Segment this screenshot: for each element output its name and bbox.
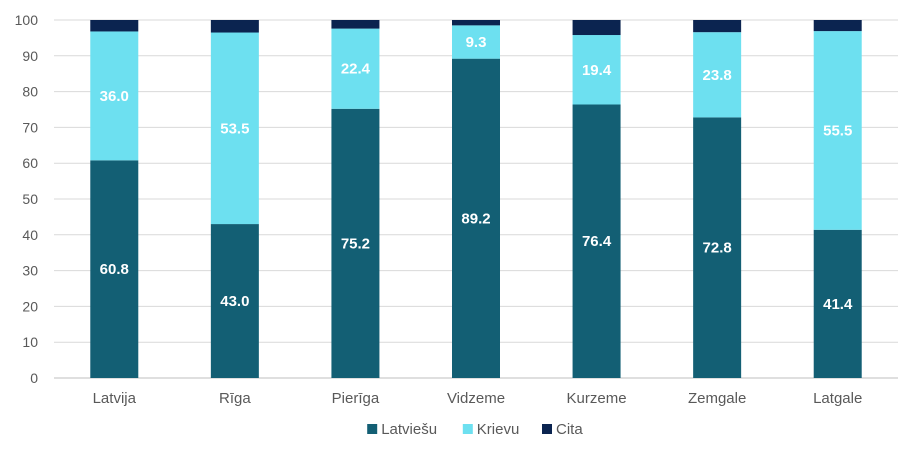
y-tick-label: 30 — [22, 263, 38, 279]
data-label: 76.4 — [582, 233, 612, 250]
y-axis: 0 10 20 30 40 50 60 70 80 90 100 — [15, 12, 39, 386]
bar-segment-krievu-latvija — [90, 31, 139, 161]
legend-label: Krievu — [477, 421, 520, 438]
y-tick-label: 0 — [30, 370, 38, 386]
data-label: 75.2 — [341, 235, 370, 252]
data-label: 9.3 — [466, 34, 487, 51]
data-label: 55.5 — [823, 122, 852, 139]
category-label: Vidzeme — [447, 390, 505, 407]
legend-swatch — [542, 424, 552, 434]
bar-segment-cita-latgale — [813, 20, 862, 32]
y-tick-label: 40 — [22, 227, 38, 243]
bar-segment-latviešu-zemgale — [693, 117, 742, 378]
bar-segment-cita-vidzeme — [452, 20, 500, 26]
data-label: 23.8 — [703, 67, 732, 84]
data-label: 36.0 — [100, 88, 129, 105]
bar-segment-latviešu-kurzeme — [572, 104, 621, 378]
data-label: 22.4 — [341, 61, 371, 78]
data-label: 53.5 — [220, 120, 249, 137]
data-label: 72.8 — [703, 240, 732, 257]
legend-item-krievu: Krievu — [462, 421, 520, 438]
category-label: Zemgale — [688, 390, 746, 407]
y-tick-label: 10 — [22, 334, 38, 350]
legend-label: Cita — [556, 421, 583, 438]
bar-segment-cita-pierīga — [331, 20, 380, 29]
bars: 60.8 36.0 43.0 53.5 75.2 22.4 89.2 9.3 76.4 19.4 7… — [90, 20, 862, 378]
bar-segment-krievu-latgale — [813, 31, 862, 230]
x-axis: Latvija Rīga Pierīga Vidzeme Kurzeme Zemgale L… — [93, 390, 863, 407]
legend-label: Latviešu — [381, 421, 437, 438]
bar-segment-krievu-pierīga — [331, 28, 380, 109]
bar-segment-latviešu-latgale — [813, 229, 862, 378]
data-label: 43.0 — [220, 293, 249, 310]
category-label: Kurzeme — [567, 390, 627, 407]
legend-swatch — [462, 424, 473, 434]
legend-item-cita: Cita — [542, 421, 583, 438]
bar-segment-latviešu-rīga — [210, 224, 259, 378]
bar-segment-latviešu-vidzeme — [452, 58, 500, 378]
category-label: Rīga — [219, 390, 251, 407]
y-tick-label: 100 — [15, 12, 39, 28]
y-tick-label: 20 — [22, 298, 38, 314]
legend: Latviešu Krievu Cita — [367, 421, 583, 438]
bar-segment-cita-kurzeme — [572, 20, 621, 36]
y-tick-label: 50 — [22, 191, 38, 207]
category-label: Latgale — [813, 390, 862, 407]
bar-segment-krievu-kurzeme — [572, 35, 621, 105]
category-label: Pierīga — [332, 390, 380, 407]
bar-segment-latviešu-latvija — [90, 160, 139, 378]
y-tick-label: 90 — [22, 48, 38, 64]
bar-segment-cita-zemgale — [693, 20, 742, 33]
y-tick-label: 70 — [22, 119, 38, 135]
bar-segment-latviešu-pierīga — [331, 108, 380, 378]
bar-segment-krievu-vidzeme — [452, 25, 500, 59]
y-tick-label: 80 — [22, 84, 38, 100]
bar-segment-cita-latvija — [90, 20, 139, 32]
data-label: 89.2 — [461, 210, 490, 227]
legend-swatch — [367, 424, 378, 434]
data-label: 41.4 — [823, 296, 853, 313]
data-label: 60.8 — [100, 261, 129, 278]
legend-item-latviešu: Latviešu — [367, 421, 437, 438]
bar-segment-krievu-zemgale — [693, 32, 742, 118]
bar-segment-krievu-rīga — [210, 32, 259, 225]
bar-segment-cita-rīga — [210, 20, 259, 33]
category-label: Latvija — [93, 390, 137, 407]
y-tick-label: 60 — [22, 155, 38, 171]
data-label: 19.4 — [582, 62, 612, 79]
